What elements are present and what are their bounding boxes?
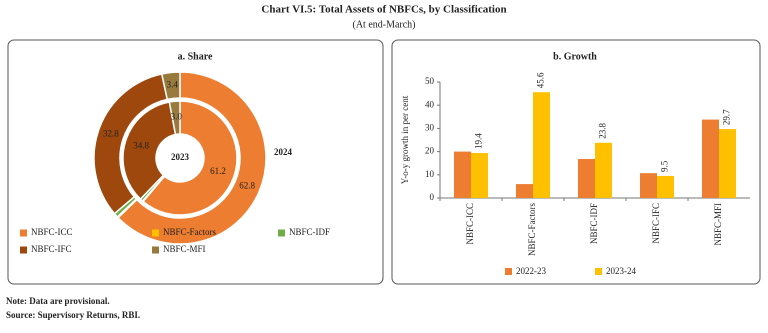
legend-swatch xyxy=(20,229,27,237)
bar xyxy=(595,142,612,198)
note: Source: Supervisory Returns, RBI. xyxy=(6,310,140,320)
bar xyxy=(471,152,488,198)
chart-title: a. Share xyxy=(178,51,213,62)
x-tick-label: NBFC-ICC xyxy=(465,203,475,245)
y-tick-label: 30 xyxy=(425,122,435,132)
legend-swatch xyxy=(152,229,159,237)
bar xyxy=(454,151,471,198)
data-label: 9.5 xyxy=(660,160,670,172)
bar xyxy=(578,159,595,198)
donut-segment xyxy=(160,71,181,101)
data-label: 19.4 xyxy=(474,133,484,149)
page-subtitle: (At end-March) xyxy=(352,19,415,30)
y-tick-label: 50 xyxy=(425,76,435,86)
data-label: 62.8 xyxy=(239,181,255,191)
data-label: 3.0 xyxy=(171,112,183,122)
x-tick-label: NBFC-IFC xyxy=(651,203,661,244)
data-label: 45.6 xyxy=(536,72,546,88)
chart-title: b. Growth xyxy=(553,51,597,62)
donut-segment xyxy=(142,100,238,216)
y-tick-label: 40 xyxy=(425,99,435,109)
donut-segment xyxy=(116,71,267,245)
bar xyxy=(533,92,550,198)
x-tick-label: NBFC-MFI xyxy=(713,203,723,246)
page-title: Chart VI.5: Total Assets of NBFCs, by Cl… xyxy=(261,4,506,16)
legend-swatch xyxy=(505,268,512,275)
bar xyxy=(657,175,674,198)
legend-swatch xyxy=(20,246,27,254)
legend-label: NBFC-ICC xyxy=(31,227,73,237)
bar xyxy=(516,184,533,198)
data-label: 61.2 xyxy=(210,166,226,176)
legend-swatch xyxy=(278,229,285,237)
ring-label: 2023 xyxy=(171,152,190,162)
x-tick-label: NBFC-IDF xyxy=(589,203,599,244)
legend-label: 2022-23 xyxy=(516,266,546,276)
data-label: 32.8 xyxy=(103,129,119,139)
y-tick-label: 20 xyxy=(425,146,435,156)
y-axis-label: Y-o-y growth in per cent xyxy=(400,95,410,184)
data-label: 29.7 xyxy=(722,109,732,125)
y-tick-label: 10 xyxy=(425,169,435,179)
donut-segment xyxy=(168,100,181,136)
panel xyxy=(391,39,761,285)
y-tick-label: 0 xyxy=(430,192,435,202)
data-label: 23.8 xyxy=(598,123,608,139)
note: Note: Data are provisional. xyxy=(6,296,110,306)
x-tick-label: NBFC-Factors xyxy=(527,203,537,257)
legend-label: NBFC-IDF xyxy=(289,227,330,237)
legend-label: NBFC-Factors xyxy=(163,227,217,237)
legend-label: NBFC-IFC xyxy=(31,244,72,254)
bar xyxy=(640,173,657,198)
ring-label: 2024 xyxy=(274,147,293,157)
legend-label: 2023-24 xyxy=(606,266,636,276)
legend-label: NBFC-MFI xyxy=(163,244,206,254)
legend-swatch xyxy=(152,246,159,254)
data-label: 3.4 xyxy=(167,79,179,89)
legend-swatch xyxy=(595,268,602,275)
bar xyxy=(702,119,719,198)
bar xyxy=(719,129,736,198)
data-label: 34.8 xyxy=(133,141,149,151)
donut-segment xyxy=(122,101,177,201)
panel xyxy=(7,39,384,285)
